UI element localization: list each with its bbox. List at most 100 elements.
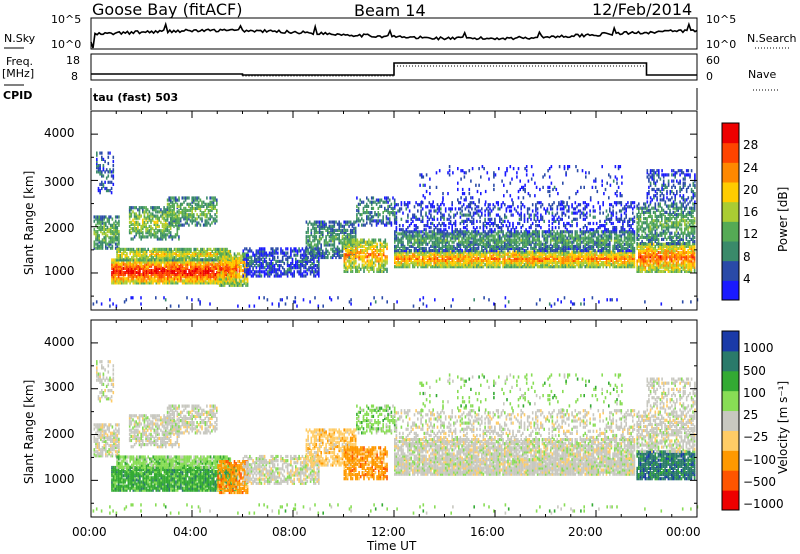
power-echo-cell [170,213,172,217]
power-echo-cell [173,211,175,215]
power-echo-cell [325,247,327,251]
power-echo-cell [129,249,131,254]
power-echo-cell [599,256,601,260]
power-echo-cell [425,263,427,267]
power-echo-cell [413,230,416,234]
power-echo-cell [390,202,393,206]
power-echo-cell [194,268,197,273]
power-echo-cell [222,283,224,287]
power-echo-cell [168,260,171,264]
power-echo-cell [512,263,514,267]
power-echo-cell [425,250,427,254]
power-echo-cell [101,219,104,223]
power-echo-cell [116,270,118,275]
power-echo-cell [582,256,585,260]
power-echo-cell [263,253,266,257]
power-echo-cell [458,230,460,234]
power-echo-cell [157,252,159,256]
power-echo-cell [357,217,360,221]
power-echo-cell [179,202,182,206]
power-echo-cell [148,281,151,285]
power-echo-cell [350,259,352,263]
power-echo-cell [168,247,171,251]
power-echo-cell [379,200,381,204]
power-echo-cell [180,279,182,283]
power-echo-cell [312,245,314,249]
power-echo-cell [184,215,187,219]
power-echo-cell [512,234,514,238]
power-echo-cell [381,261,383,265]
power-echo-cell [412,252,414,256]
power-echo-cell [207,211,210,215]
power-echo-cell [581,261,583,265]
power-echo-cell [568,265,570,269]
power-echo-cell [376,249,378,253]
power-echo-cell [331,233,334,237]
power-echo-cell [333,222,336,226]
power-echo-cell [116,249,118,254]
power-echo-cell [100,246,102,250]
power-echo-cell [203,247,205,251]
power-echo-cell [417,249,419,253]
power-echo-cell [213,260,215,264]
power-echo-cell [359,240,362,244]
power-echo-cell [374,263,377,267]
power-echo-cell [508,232,511,236]
power-echo-cell [236,252,239,256]
power-echo-cell [398,261,401,265]
power-echo-cell [208,277,210,281]
power-echo-cell [554,258,557,263]
power-echo-cell [196,266,199,270]
power-echo-cell [618,256,621,260]
power-echo-cell [216,266,218,270]
power-echo-cell [310,243,313,247]
power-echo-cell [456,258,458,263]
power-echo-cell [222,258,224,262]
power-echo-cell [474,263,476,267]
power-echo-cell [265,259,268,263]
power-echo-cell [535,254,537,258]
power-echo-cell [323,224,326,228]
power-echo-cell [327,230,329,235]
power-echo-cell [348,249,350,253]
power-echo-cell [374,219,376,223]
power-echo-cell [467,240,470,244]
power-echo-cell [613,250,616,254]
power-echo-cell [494,258,496,263]
power-echo-cell [377,219,380,223]
power-echo-cell [440,236,442,240]
power-echo-cell [330,255,332,260]
power-echo-cell [346,220,349,224]
power-echo-cell [193,268,195,273]
power-echo-cell [495,242,498,246]
power-echo-cell [105,189,108,193]
power-echo-cell [235,283,237,287]
power-echo-cell [196,264,199,268]
power-echo-cell [130,222,133,226]
power-echo-cell [116,221,119,225]
power-echo-cell [604,261,606,265]
power-echo-cell [625,256,627,260]
power-echo-cell [350,267,352,271]
power-echo-cell [238,264,241,269]
power-echo-cell [633,254,636,258]
power-echo-cell [556,254,559,258]
power-echo-cell [346,228,349,232]
power-echo-cell [212,206,215,210]
power-echo-cell [147,281,149,285]
power-echo-cell [382,246,385,251]
power-echo-cell [318,222,321,226]
power-echo-cell [345,267,347,271]
power-echo-cell [155,224,157,229]
power-echo-cell [605,250,608,254]
power-echo-cell [607,261,609,265]
power-echo-cell [412,244,414,248]
power-echo-cell [127,264,130,268]
power-echo-cell [471,256,473,260]
power-echo-cell [477,246,480,251]
power-echo-cell [448,232,450,236]
power-echo-cell [101,151,103,155]
power-echo-cell [293,274,295,278]
power-echo-cell [502,265,504,269]
power-echo-cell [502,250,504,254]
